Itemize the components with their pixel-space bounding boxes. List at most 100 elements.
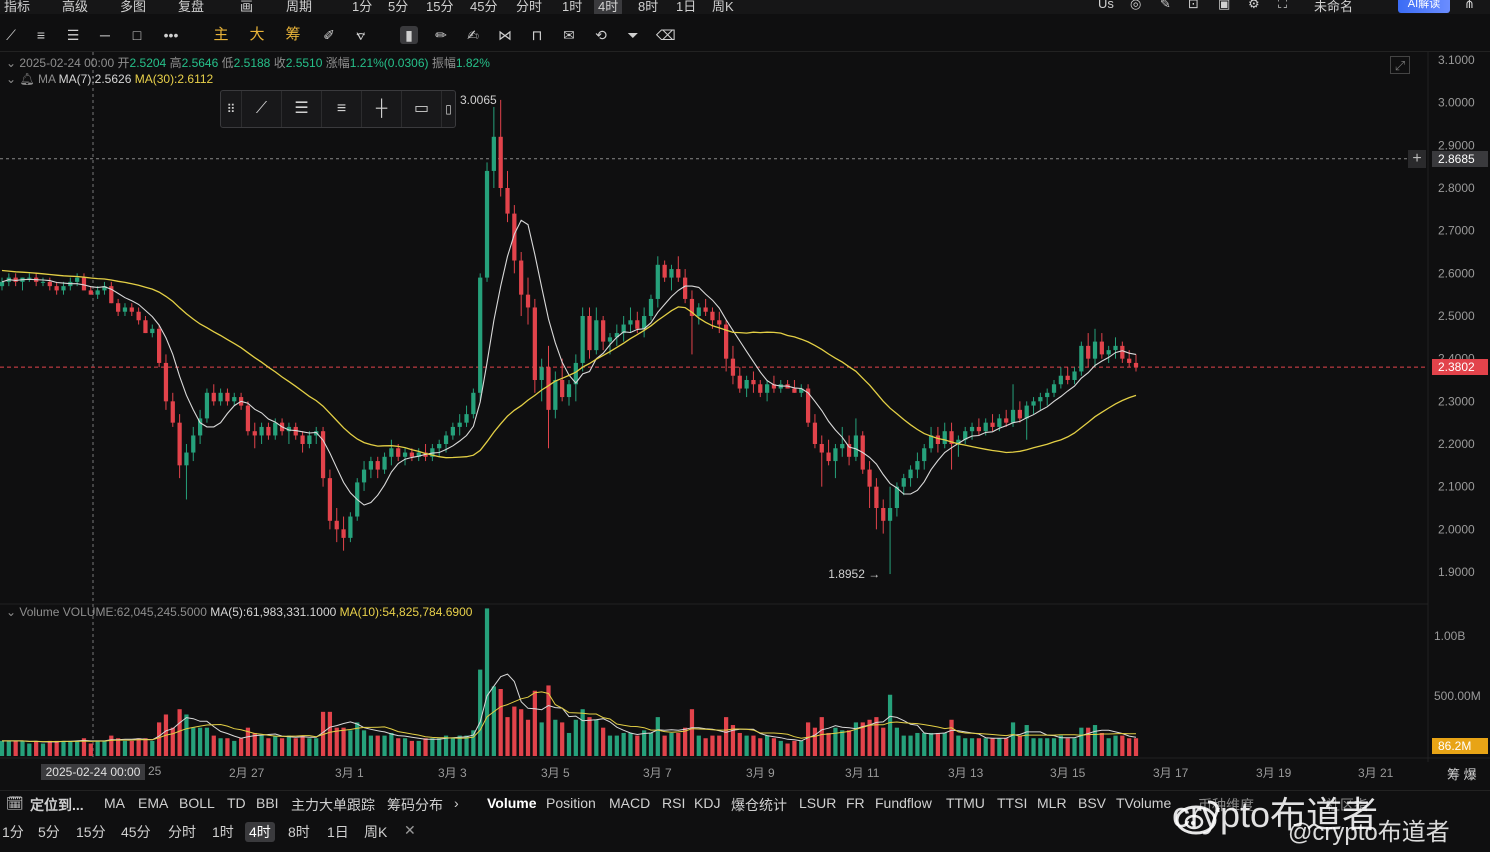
ind-tvolume[interactable]: TVolume — [1116, 795, 1172, 811]
ind-mlr[interactable]: MLR — [1037, 795, 1067, 811]
ind-ttmu[interactable]: TTMU — [946, 795, 985, 811]
tf-1w[interactable]: 周K — [364, 824, 388, 840]
top-tf-1m[interactable]: 1分 — [352, 0, 373, 14]
top-us-label[interactable]: Us — [1098, 0, 1114, 11]
measure-icon[interactable]: ⦡ — [356, 27, 366, 43]
ind-ema[interactable]: EMA — [138, 795, 169, 811]
ind-bsv[interactable]: BSV — [1078, 795, 1107, 811]
ind-ma[interactable]: MA — [104, 795, 125, 811]
horizontal-lines-icon[interactable]: ☰ — [66, 27, 80, 43]
horizontal-line-icon[interactable]: ┼ — [361, 91, 401, 127]
main-force-toggle[interactable]: 主 — [213, 26, 229, 43]
locate-icon[interactable]: 🗓︎ — [6, 795, 24, 811]
layout-name-dropdown[interactable]: 未命名 — [1314, 0, 1354, 14]
tf-1h[interactable]: 1时 — [212, 824, 234, 840]
ind-rsi[interactable]: RSI — [662, 795, 686, 811]
tf-45m[interactable]: 45分 — [121, 824, 151, 840]
ai-interpret-button[interactable]: AI解读 — [1398, 0, 1450, 13]
collapse-icon[interactable]: ⌄ — [6, 605, 17, 619]
big-order-toggle[interactable]: 大 — [249, 26, 265, 43]
tf-1d[interactable]: 1日 — [327, 824, 349, 840]
expand-icon[interactable]: ⤢ — [1390, 56, 1410, 74]
pattern-icon[interactable]: ⋈ — [498, 27, 512, 43]
locate-to-button[interactable]: 定位到... — [30, 797, 84, 813]
rectangle-icon[interactable]: ▭ — [401, 91, 441, 127]
tf-8h[interactable]: 8时 — [288, 824, 310, 840]
tf-5m[interactable]: 5分 — [38, 824, 60, 840]
bookmark-icon[interactable]: ▮ — [400, 26, 418, 44]
ind-fr[interactable]: FR — [846, 795, 865, 811]
menu-draw[interactable]: 画 — [240, 0, 254, 14]
fib-lines-icon[interactable]: ☰ — [281, 91, 321, 127]
ind-fundflow[interactable]: Fundflow — [875, 795, 932, 811]
more-tools-icon[interactable]: ••• — [163, 27, 179, 43]
top-tf-1h[interactable]: 1时 — [562, 0, 583, 14]
share-icon[interactable]: ⋔ — [1464, 0, 1475, 11]
ind-main-force[interactable]: 主力大单跟踪 — [291, 797, 375, 813]
tf-4h[interactable]: 4时 — [245, 822, 275, 842]
ind-ttsi[interactable]: TTSI — [997, 795, 1028, 811]
candle-body — [983, 422, 988, 432]
filter-icon[interactable]: ⏷ — [627, 27, 639, 43]
highlighter-icon[interactable]: ✍ — [467, 27, 479, 43]
trendline-icon[interactable]: ⟋ — [241, 91, 281, 127]
top-tf-1w[interactable]: 周K — [712, 0, 734, 14]
tf-timeshare[interactable]: 分时 — [168, 824, 196, 840]
ind-community[interactable]: 社区指 — [1326, 797, 1368, 813]
top-tf-8h[interactable]: 8时 — [638, 0, 659, 14]
trendline-tool-icon[interactable]: ⟋ — [6, 27, 16, 43]
chip-toggle[interactable]: 筹 — [285, 26, 301, 43]
parallel-lines-icon[interactable]: ≡ — [321, 91, 361, 127]
edit-icon[interactable]: ✐ — [323, 27, 335, 43]
chevron-right-icon[interactable]: › — [454, 795, 459, 811]
camera-icon[interactable]: ◎ — [1130, 0, 1142, 11]
add-alert-icon[interactable]: + — [1408, 150, 1426, 168]
top-tf-timeshare[interactable]: 分时 — [516, 0, 543, 14]
ma-indicator-name[interactable]: MA — [37, 72, 56, 86]
bell-icon[interactable]: 🔔︎ — [19, 72, 35, 86]
close-icon[interactable]: ✕ — [404, 822, 416, 838]
ind-boll[interactable]: BOLL — [179, 795, 215, 811]
ind-chip-dist[interactable]: 筹码分布 — [387, 797, 443, 813]
layout-icon[interactable]: ⊡ — [1188, 0, 1199, 11]
ind-kdj[interactable]: KDJ — [694, 795, 721, 811]
pen-icon[interactable]: ✎ — [1160, 0, 1171, 11]
menu-advanced[interactable]: 高级 — [62, 0, 89, 14]
top-tf-45m[interactable]: 45分 — [470, 0, 498, 14]
top-tf-15m[interactable]: 15分 — [426, 0, 454, 14]
candlestick-chart[interactable]: 3.1000 3.0000 2.9000 2.8000 2.7000 2.6000 2.50… — [0, 52, 1490, 762]
settings-icon[interactable]: ⚙ — [1248, 0, 1260, 11]
fullscreen-icon[interactable]: ⛶ — [1278, 0, 1288, 11]
horizontal-ray-icon[interactable]: ─ — [100, 27, 110, 43]
tf-15m[interactable]: 15分 — [76, 824, 106, 840]
menu-replay[interactable]: 复盘 — [178, 0, 205, 14]
ind-lsur[interactable]: LSUR — [799, 795, 837, 811]
parallel-channel-icon[interactable]: ≡ — [36, 27, 46, 43]
trash-icon[interactable]: ⌫ — [656, 27, 676, 43]
ind-macd[interactable]: MACD — [609, 795, 651, 811]
rectangle-tool-icon[interactable]: □ — [132, 27, 142, 43]
menu-indicators[interactable]: 指标 — [4, 0, 31, 14]
menu-multi-chart[interactable]: 多图 — [120, 0, 147, 14]
top-tf-4h[interactable]: 4时 — [594, 0, 623, 14]
tf-1m[interactable]: 1分 — [2, 824, 24, 840]
top-tf-5m[interactable]: 5分 — [388, 0, 409, 14]
collapse-icon[interactable]: ⌄ — [6, 56, 17, 70]
top-tf-1d[interactable]: 1日 — [676, 0, 697, 14]
template-icon[interactable]: ▣ — [1218, 0, 1231, 11]
ind-position[interactable]: Position — [546, 795, 596, 811]
brush-icon[interactable]: ✏ — [435, 27, 447, 43]
chip-burst-label[interactable]: 筹 爆 — [1447, 767, 1477, 782]
more-icon[interactable]: ▯ — [441, 91, 455, 127]
ind-liquidation[interactable]: 爆仓统计 — [731, 797, 787, 813]
volume-indicator-name[interactable]: Volume — [19, 605, 60, 619]
ind-bbi[interactable]: BBI — [256, 795, 279, 811]
drag-handle-icon[interactable]: ⠿ — [226, 102, 236, 116]
note-icon[interactable]: ✉ — [563, 27, 575, 43]
collapse-icon[interactable]: ⌄ — [6, 72, 17, 86]
ind-volume[interactable]: Volume — [487, 795, 537, 811]
magnet-icon[interactable]: ⟲ — [595, 27, 607, 43]
menu-period[interactable]: 周期 — [286, 0, 313, 14]
ind-td[interactable]: TD — [227, 795, 246, 811]
lock-icon[interactable]: ⊓ — [531, 27, 543, 43]
